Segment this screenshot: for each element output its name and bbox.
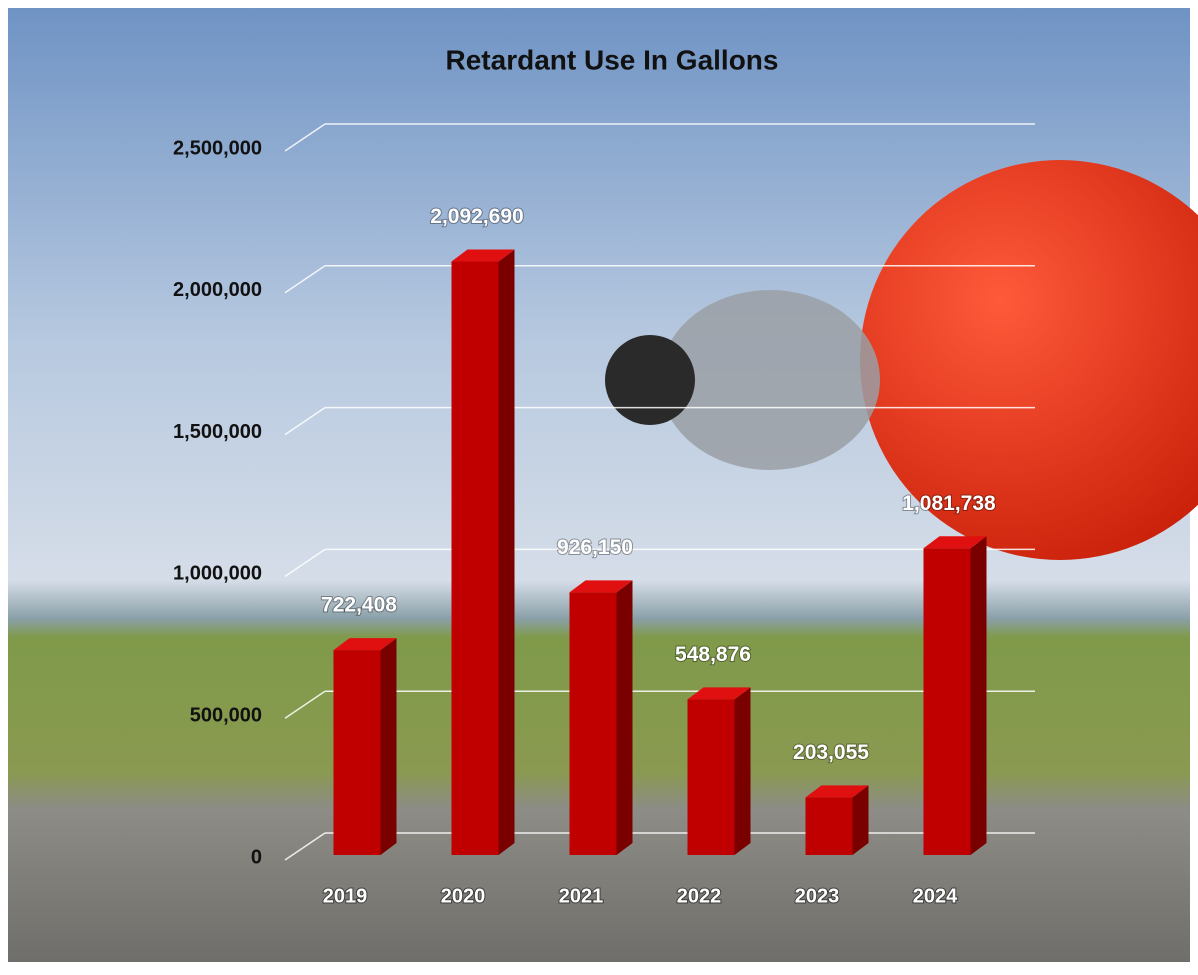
chart-title: Retardant Use In Gallons: [446, 44, 779, 75]
bar-side: [498, 249, 515, 855]
grid-line: [284, 406, 326, 436]
bar-top: [451, 249, 515, 262]
bar-side: [380, 638, 397, 855]
value-label: 926,150: [557, 536, 633, 559]
grid-line: [284, 832, 326, 861]
aircraft-nose: [860, 160, 1198, 560]
bar: [923, 548, 971, 855]
engine: [660, 290, 880, 470]
propeller-hub: [605, 335, 695, 425]
bar: [333, 650, 381, 855]
y-tick-label: 1,500,000: [173, 421, 262, 443]
value-label: 203,055: [793, 741, 869, 764]
bar: [569, 592, 617, 855]
bar-top: [333, 638, 397, 651]
bar-side: [970, 536, 987, 855]
bar: [687, 699, 735, 855]
value-label: 1,081,738: [902, 492, 996, 515]
bar-side: [734, 687, 751, 855]
grid-line: [284, 265, 326, 294]
bar-top: [569, 580, 633, 593]
value-label: 722,408: [321, 594, 397, 617]
y-tick-label: 500,000: [190, 704, 262, 726]
x-tick-label: 2020: [441, 885, 486, 907]
y-tick-label: 2,000,000: [173, 279, 262, 301]
grid-line: [284, 690, 326, 719]
bar: [805, 797, 853, 855]
x-tick-label: 2021: [559, 885, 604, 907]
bar: [451, 261, 499, 855]
x-tick-label: 2022: [677, 885, 722, 907]
bar-top: [923, 536, 987, 549]
value-label: 2,092,690: [430, 205, 523, 228]
y-tick-label: 0: [251, 846, 262, 868]
bar-side: [852, 785, 869, 855]
grid-line: [284, 548, 326, 578]
bar-side: [616, 580, 633, 855]
y-tick-label: 1,000,000: [173, 563, 262, 585]
x-tick-label: 2023: [795, 885, 840, 907]
value-label: 548,876: [675, 643, 751, 666]
x-tick-label: 2024: [913, 885, 958, 907]
x-tick-label: 2019: [323, 885, 368, 907]
bar-top: [687, 687, 751, 700]
bar-top: [805, 785, 869, 798]
y-tick-label: 2,500,000: [173, 137, 262, 159]
grid-line: [284, 123, 326, 152]
